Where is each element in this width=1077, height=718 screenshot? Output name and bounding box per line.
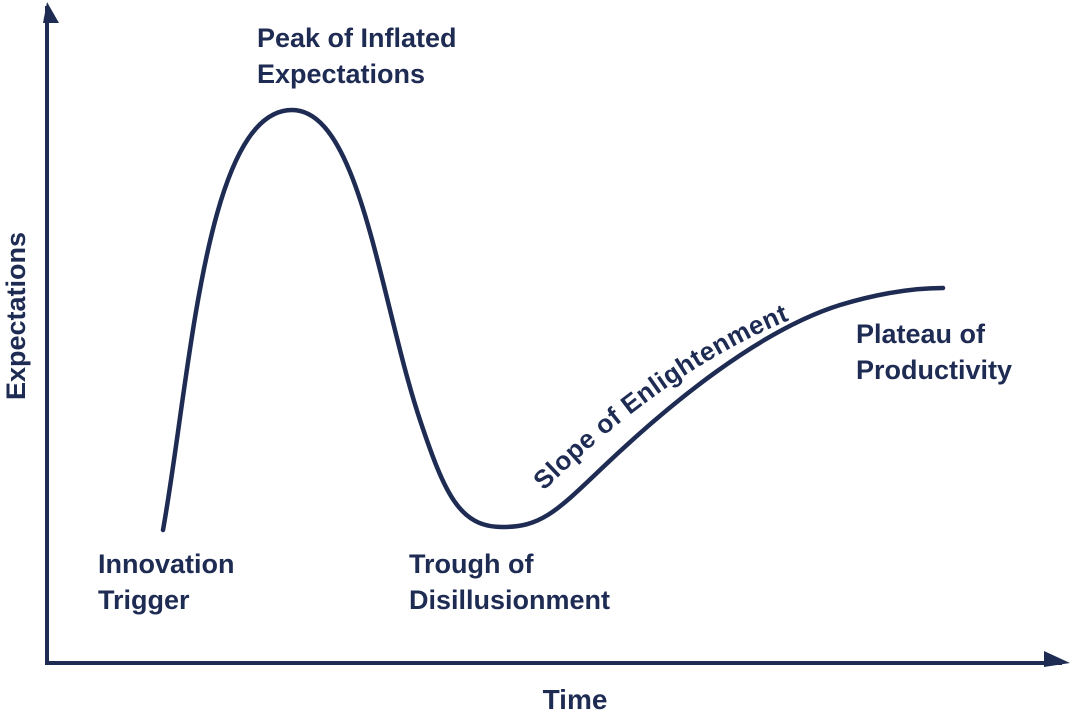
trough-label-line2: Disillusionment [409, 585, 611, 615]
y-axis-label: Expectations [1, 231, 31, 401]
slope-of-enlightenment-label: Slope of Enlightenment [527, 298, 792, 496]
trough-label-line1: Trough of [409, 549, 534, 579]
slope-label-path [544, 291, 892, 491]
plateau-label-line1: Plateau of [856, 319, 986, 349]
x-axis-arrow-icon [1044, 651, 1070, 667]
innovation-label-line1: Innovation [98, 549, 235, 579]
innovation-trigger-label: Innovation Trigger [98, 546, 235, 618]
axes-line [45, 6, 1062, 665]
x-axis-label: Time [542, 684, 608, 715]
innovation-label-line2: Trigger [98, 585, 190, 615]
trough-of-disillusionment-label: Trough of Disillusionment [409, 546, 610, 618]
plateau-of-productivity-label: Plateau of Productivity [856, 316, 1012, 388]
peak-of-inflated-expectations-label: Peak of Inflated Expectations [257, 20, 457, 92]
y-axis-arrow-icon [43, 2, 59, 23]
peak-label-line1: Peak of Inflated [257, 23, 457, 53]
hype-curve [160, 107, 946, 533]
peak-label-line2: Expectations [257, 59, 426, 89]
plateau-label-line2: Productivity [856, 355, 1013, 385]
